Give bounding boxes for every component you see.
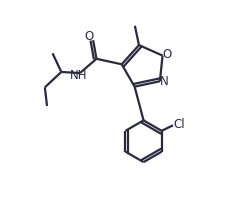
- Text: Cl: Cl: [172, 118, 184, 131]
- Text: O: O: [84, 30, 93, 43]
- Text: N: N: [159, 75, 167, 88]
- Text: NH: NH: [70, 69, 87, 82]
- Text: O: O: [161, 48, 170, 61]
